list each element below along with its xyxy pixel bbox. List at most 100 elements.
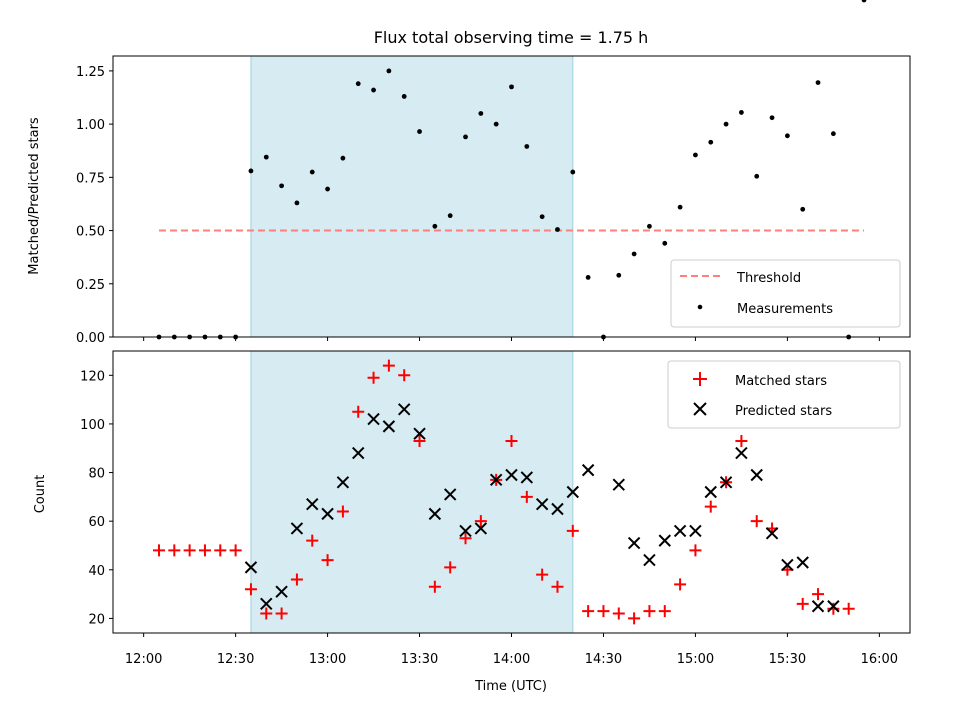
matched-star-point (398, 369, 411, 382)
predicted-star-point (811, 600, 825, 613)
matched-star-point (244, 583, 257, 596)
bottom-y-tick-label: 120 (80, 369, 105, 384)
x-tick-label: 14:30 (585, 652, 622, 667)
bottom-plot-area (153, 360, 855, 625)
predicted-star-point (765, 527, 779, 540)
bottom-y-tick-label: 20 (88, 612, 105, 627)
predicted-star-point (658, 534, 671, 547)
measurement-point (585, 274, 591, 280)
predicted-star-point (643, 553, 656, 567)
measurement-point (248, 168, 254, 174)
measurements-legend-label: Measurements (737, 302, 833, 317)
x-axis: 12:00 12:30 13:00 13:30 14:00 14:30 15:00 15:30… (125, 337, 898, 667)
predicted-star-point (489, 473, 503, 487)
matched-star-point (643, 605, 656, 618)
matched-star-point (628, 612, 641, 625)
predicted-star-point (382, 420, 396, 433)
predicted-star-point (474, 522, 488, 535)
top-y-tick-label: 0.00 (76, 331, 105, 346)
measurement-point (693, 152, 698, 158)
measurement-point (631, 251, 637, 257)
matched-star-point (306, 534, 319, 547)
predicted-star-point (566, 485, 580, 499)
predicted-star-point (428, 507, 442, 521)
predicted-star-point (459, 524, 472, 538)
matched-star-point (198, 544, 211, 557)
matched-star-point (505, 434, 518, 447)
matched-star-point (444, 561, 457, 574)
matched-star-point (612, 607, 625, 620)
x-axis-label: Time (UTC) (474, 679, 547, 694)
x-tick-label: 15:30 (769, 652, 806, 667)
predicted-star-point (398, 403, 411, 416)
measurement-point (555, 227, 560, 232)
observing-window-bottom (250, 350, 574, 634)
matched-star-point (367, 371, 380, 384)
predicted-star-point (260, 597, 273, 611)
measurement-point (478, 111, 484, 116)
predicted-star-point (627, 536, 641, 550)
top-plot-area (156, 0, 867, 340)
matched-star-point (382, 359, 395, 372)
measurement-point (279, 183, 284, 189)
x-tick-label: 16:00 (861, 652, 898, 667)
measurement-point (493, 121, 499, 127)
measurement-point (263, 154, 269, 160)
matched-star-point (735, 434, 748, 447)
predicted-star-point (581, 463, 595, 477)
matched-star-point (536, 568, 549, 581)
x-tick-label: 12:00 (125, 652, 162, 667)
measurement-point (723, 121, 729, 127)
measurement-point (340, 155, 346, 161)
x-tick-label: 13:30 (401, 652, 438, 667)
top-y-tick-label: 0.50 (76, 225, 105, 240)
matched-legend-marker (693, 372, 707, 386)
predicted-star-point (275, 585, 288, 598)
top-legend-box (670, 259, 901, 328)
matched-star-point (597, 605, 610, 618)
observing-window-top (250, 55, 574, 338)
matched-star-point (812, 588, 825, 601)
measurement-point (754, 173, 760, 179)
predicted-star-point (290, 522, 304, 535)
matched-star-point (750, 515, 763, 528)
predicted-star-point (413, 427, 426, 440)
predicted-star-point (336, 476, 350, 489)
measurement-point (708, 139, 714, 145)
predicted-star-point (321, 507, 334, 521)
predicted-star-point (689, 524, 702, 538)
bottom-legend-box (667, 360, 901, 429)
matched-star-point (459, 532, 472, 545)
measurement-point (294, 200, 300, 206)
top-y-axis: 0.00 0.25 0.50 0.75 1.00 1.25 (76, 65, 113, 346)
measurement-point (463, 134, 468, 140)
matched-star-point (260, 607, 273, 620)
predicted-star-point (719, 476, 733, 489)
matched-star-point (183, 544, 196, 557)
predicted-star-point (673, 524, 687, 538)
measurement-point (539, 214, 545, 220)
predicted-star-point (535, 497, 549, 511)
matched-star-point (275, 607, 288, 620)
matched-star-point (168, 544, 181, 557)
chart-title: Flux total observing time = 1.75 h (374, 28, 649, 47)
x-tick-label: 14:00 (493, 652, 530, 667)
bottom-y-tick-label: 80 (88, 467, 105, 482)
predicted-star-point (520, 471, 534, 484)
measurement-point (325, 186, 330, 192)
matched-star-point (582, 605, 595, 618)
matched-star-point (658, 605, 671, 618)
top-y-tick-label: 1.25 (76, 65, 105, 80)
measurement-point (739, 110, 744, 115)
predicted-star-point (612, 478, 625, 491)
measurement-point (309, 169, 315, 175)
measurement-point (861, 0, 867, 3)
predicted-star-point (704, 485, 717, 499)
threshold-legend-label: Threshold (736, 271, 801, 286)
measurement-point (417, 129, 422, 134)
measurement-point (386, 68, 392, 74)
x-tick-label: 12:30 (217, 652, 254, 667)
matched-star-point (551, 580, 564, 593)
measurement-point (815, 80, 821, 86)
